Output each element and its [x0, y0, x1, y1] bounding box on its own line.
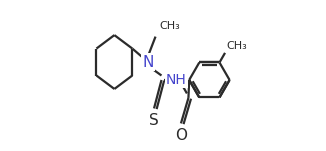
Text: N: N — [142, 55, 154, 69]
Text: O: O — [175, 128, 187, 143]
Text: NH: NH — [166, 73, 187, 87]
Text: CH₃: CH₃ — [159, 21, 180, 31]
Text: CH₃: CH₃ — [227, 41, 247, 51]
Text: S: S — [149, 113, 159, 128]
